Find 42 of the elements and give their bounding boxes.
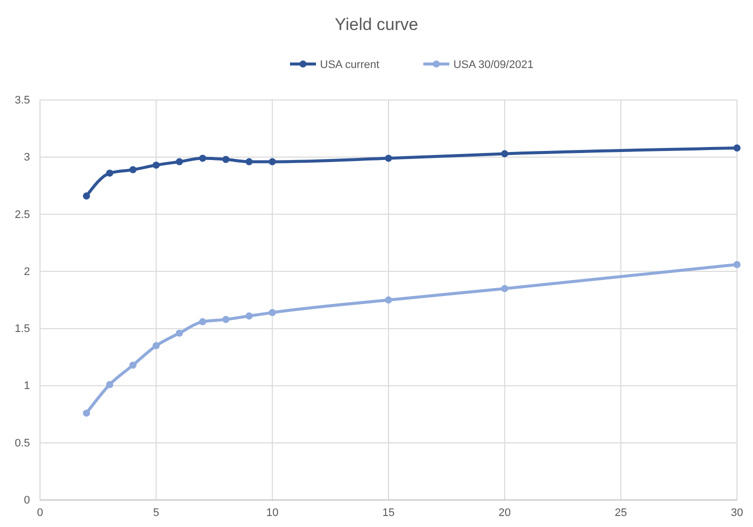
y-tick-label: 3 (24, 152, 30, 164)
legend-label: USA 30/09/2021 (453, 59, 534, 71)
chart-title: Yield curve (334, 15, 418, 34)
point (501, 150, 508, 158)
y-tick-label: 0.5 (14, 437, 30, 450)
x-tick-label: 20 (498, 506, 511, 519)
x-tick-label: 30 (730, 506, 744, 519)
point (268, 309, 276, 316)
point (384, 296, 392, 304)
x-tick-label: 10 (266, 506, 278, 519)
x-tick-label: 0 (36, 506, 44, 519)
point (384, 154, 392, 162)
y-tick-label: 1 (24, 380, 30, 392)
point (733, 144, 741, 152)
point (246, 158, 253, 166)
point (106, 381, 114, 388)
x-tick-label: 5 (153, 506, 160, 519)
y-tick-label: 2 (24, 266, 30, 278)
point (199, 154, 206, 162)
point (82, 192, 90, 200)
point (222, 156, 230, 163)
x-tick-label: 25 (614, 506, 627, 519)
point (106, 170, 114, 177)
point (152, 162, 160, 169)
x-tick-label: 15 (382, 506, 395, 519)
point (246, 312, 253, 320)
point (733, 261, 741, 268)
point (501, 285, 508, 292)
point (129, 362, 136, 369)
point (82, 410, 90, 417)
y-tick-label: 1.5 (14, 323, 30, 336)
point (176, 330, 183, 337)
point (152, 342, 160, 350)
y-tick-label: 3.5 (14, 94, 30, 107)
point (129, 166, 136, 174)
point (268, 158, 276, 166)
y-tick-label: 2.5 (14, 208, 30, 221)
point (222, 316, 230, 323)
legend-label: USA current (320, 59, 380, 71)
point (176, 158, 183, 166)
y-tick-label: 0 (24, 494, 30, 507)
point (199, 318, 206, 326)
